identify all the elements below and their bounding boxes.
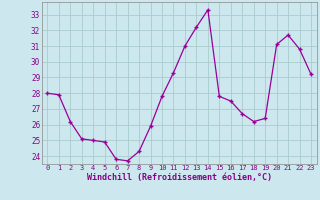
X-axis label: Windchill (Refroidissement éolien,°C): Windchill (Refroidissement éolien,°C) bbox=[87, 173, 272, 182]
